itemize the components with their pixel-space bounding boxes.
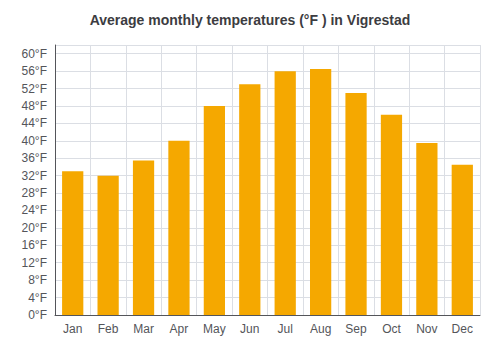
- svg-text:60°F: 60°F: [22, 47, 47, 61]
- svg-text:4°F: 4°F: [28, 291, 47, 305]
- svg-text:Jun: Jun: [240, 322, 259, 336]
- svg-text:Mar: Mar: [133, 322, 154, 336]
- svg-text:Feb: Feb: [98, 322, 119, 336]
- svg-text:12°F: 12°F: [22, 256, 47, 270]
- svg-text:20°F: 20°F: [22, 221, 47, 235]
- svg-text:52°F: 52°F: [22, 82, 47, 96]
- svg-text:Oct: Oct: [382, 322, 401, 336]
- svg-text:32°F: 32°F: [22, 169, 47, 183]
- svg-text:28°F: 28°F: [22, 186, 47, 200]
- svg-text:Dec: Dec: [452, 322, 473, 336]
- svg-text:May: May: [203, 322, 226, 336]
- svg-text:Nov: Nov: [416, 322, 437, 336]
- svg-text:Apr: Apr: [170, 322, 189, 336]
- svg-text:24°F: 24°F: [22, 203, 47, 217]
- svg-text:Sep: Sep: [345, 322, 367, 336]
- svg-text:36°F: 36°F: [22, 151, 47, 165]
- svg-text:Jan: Jan: [63, 322, 82, 336]
- svg-text:0°F: 0°F: [28, 308, 47, 322]
- svg-text:56°F: 56°F: [22, 64, 47, 78]
- svg-text:40°F: 40°F: [22, 134, 47, 148]
- svg-text:48°F: 48°F: [22, 99, 47, 113]
- svg-text:Aug: Aug: [310, 322, 331, 336]
- svg-text:44°F: 44°F: [22, 116, 47, 130]
- svg-text:16°F: 16°F: [22, 238, 47, 252]
- svg-text:8°F: 8°F: [28, 273, 47, 287]
- svg-text:Average monthly temperatures (: Average monthly temperatures (°F ) in Vi…: [90, 12, 411, 28]
- svg-text:Jul: Jul: [278, 322, 293, 336]
